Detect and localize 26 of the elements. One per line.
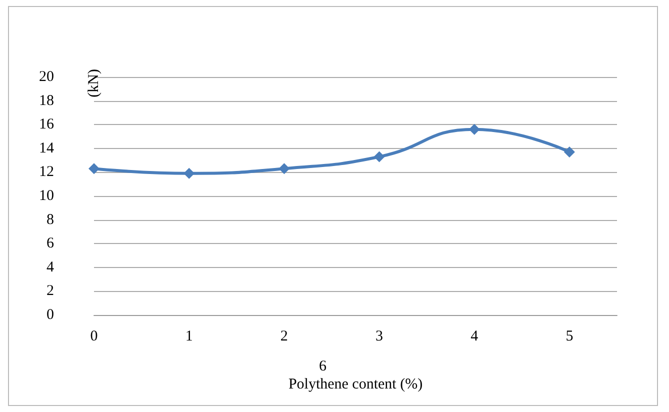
x-tick-label: 5 xyxy=(566,328,574,344)
point xyxy=(468,124,480,135)
y-tick-label: 4 xyxy=(46,259,54,276)
y-tick-label: 2 xyxy=(46,283,54,300)
text: 6 xyxy=(319,358,327,374)
x-tick-label: 0 xyxy=(90,328,98,344)
y-tick-label: 14 xyxy=(39,140,54,156)
x-tick-label: 2 xyxy=(280,328,288,344)
y-tick-label: 20 xyxy=(39,69,54,85)
x-tick-label: 3 xyxy=(376,328,384,344)
point xyxy=(88,163,100,174)
y-axis-title: (kN) xyxy=(86,69,102,98)
x-tick-label: 4 xyxy=(470,328,479,344)
y-tick-label: 8 xyxy=(46,212,54,228)
x-tick-label: 1 xyxy=(185,328,193,344)
point xyxy=(564,146,575,158)
y-tick-label: 6 xyxy=(46,236,54,252)
x-axis-title: Polythene content (%) xyxy=(288,376,423,392)
point xyxy=(278,163,290,174)
point xyxy=(184,168,195,179)
y-tick-label: 0 xyxy=(46,307,54,323)
y-tick-label: 10 xyxy=(39,188,54,204)
y-tick-label: 18 xyxy=(39,92,54,109)
y-tick-label: 12 xyxy=(39,164,54,180)
point xyxy=(374,151,385,162)
y-tick-label: 16 xyxy=(39,116,54,133)
